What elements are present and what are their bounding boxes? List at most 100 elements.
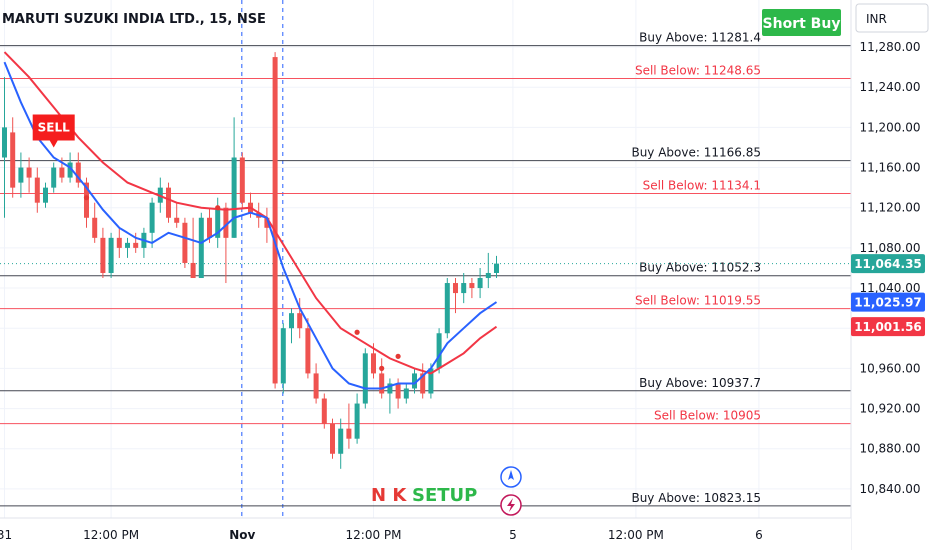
candle-body (231, 157, 237, 238)
time-axis[interactable]: 31 12:00 PM Nov 12:00 PM 5 12:00 PM 6 (0, 517, 851, 550)
candle-body (461, 283, 467, 294)
candle-body (387, 383, 393, 394)
candle-body (371, 353, 376, 374)
price-axis-bg (851, 0, 932, 550)
candle-body (403, 388, 409, 399)
price-tag-label: 11,064.35 (854, 257, 922, 271)
signal-markers: SELL (32, 114, 401, 371)
candle-body (182, 222, 188, 263)
price-tag-label: 11,025.97 (854, 296, 922, 310)
compass-icon-needle (508, 470, 514, 480)
price-tick-label: 11,280.00 (859, 40, 920, 54)
candle-body (34, 177, 40, 203)
signal-dot (395, 353, 401, 359)
candle-body (100, 237, 106, 273)
candle-body (313, 373, 319, 399)
sell-below-label: Sell Below: 11248.65 (635, 64, 761, 78)
candle-body (412, 373, 417, 389)
setup-label: SETUP (412, 485, 477, 506)
candle-body (174, 217, 180, 223)
price-tick-label: 10,880.00 (859, 442, 920, 456)
sell-below-label: Sell Below: 10905 (654, 409, 761, 423)
price-tag (851, 292, 925, 312)
level-lines: Buy Above: 11281.4 Sell Below: 11248.65 Bu… (0, 31, 851, 507)
candle-body (125, 242, 130, 248)
candle-body (2, 127, 7, 158)
sell-signal-label: SELL (38, 121, 70, 135)
price-tick-label: 11,040.00 (859, 281, 920, 295)
price-tick-label: 11,160.00 (859, 161, 920, 175)
signal-dot (354, 329, 360, 335)
candle-body (297, 313, 303, 329)
candle-body (469, 283, 475, 289)
candle-body (92, 217, 98, 238)
candle-body (305, 328, 311, 374)
candle-body (436, 333, 442, 369)
candle-body (485, 272, 491, 279)
price-tag (851, 317, 925, 337)
time-axis-bg (0, 518, 851, 550)
candle-body (494, 263, 499, 273)
time-tick-label: Nov (229, 528, 255, 542)
currency-label: INR (866, 12, 887, 26)
candle-body (51, 167, 57, 188)
candle-body (166, 187, 171, 218)
candle-body (444, 283, 450, 334)
currency-box[interactable]: INR (855, 3, 929, 33)
candle-body (190, 262, 196, 279)
candle-body (338, 428, 344, 454)
nk-label: N K (371, 485, 407, 506)
candle-body (289, 313, 294, 329)
candle-body (346, 428, 352, 439)
candle-body (116, 237, 122, 248)
candle-body (26, 167, 32, 178)
currency-box-border (855, 3, 929, 33)
time-tick-label: 12:00 PM (346, 528, 402, 542)
price-tag-label: 11,001.56 (854, 320, 922, 334)
candle-body (10, 132, 16, 188)
time-tick-label: 12:00 PM (608, 528, 664, 542)
candle-body (428, 368, 434, 394)
candle-body (354, 403, 360, 439)
signal-dot (215, 205, 221, 211)
price-tick-label: 10,840.00 (859, 482, 920, 496)
candle-body (379, 373, 385, 394)
price-tick-label: 11,200.00 (859, 120, 920, 134)
compass-icon[interactable] (500, 466, 522, 488)
short-buy-badge-label: Short Buy (763, 16, 841, 32)
buy-above-label: Buy Above: 11166.85 (631, 146, 761, 160)
candle-body (453, 283, 458, 294)
candles (2, 52, 499, 469)
sell-below-label: Sell Below: 11019.55 (635, 294, 761, 308)
candle-body (264, 217, 270, 228)
candle-body (272, 57, 278, 384)
candle-body (59, 167, 65, 178)
signal-dot (379, 365, 385, 371)
candle-body (215, 207, 221, 238)
price-axis[interactable]: 10,840.00 10,880.00 10,920.00 10,960.00 11,0… (850, 0, 932, 550)
candle-body (18, 167, 24, 183)
sell-signal-flag (32, 114, 75, 148)
candle-body (321, 398, 327, 424)
buy-above-label: Buy Above: 11052.3 (639, 261, 761, 275)
price-tag (851, 254, 925, 274)
candle-body (43, 187, 48, 203)
candle-body (149, 202, 155, 233)
ema-fast-line (3, 61, 498, 390)
buy-above-label: Buy Above: 11281.4 (639, 31, 761, 45)
candle-body (239, 157, 245, 203)
moving-averages (3, 51, 498, 390)
session-separators (241, 0, 284, 518)
lightning-icon[interactable] (500, 494, 522, 516)
sell-below-label: Sell Below: 11134.1 (643, 179, 761, 193)
price-tick-label: 10,960.00 (859, 361, 920, 375)
price-tick-label: 11,080.00 (859, 241, 920, 255)
nk-setup-label: N K SETUP (371, 485, 477, 506)
short-buy-badge-bg (762, 9, 841, 36)
grid (0, 0, 851, 518)
price-tick-label: 11,120.00 (859, 201, 920, 215)
price-tick-label: 11,240.00 (859, 80, 920, 94)
time-tick-label: 5 (509, 528, 517, 542)
